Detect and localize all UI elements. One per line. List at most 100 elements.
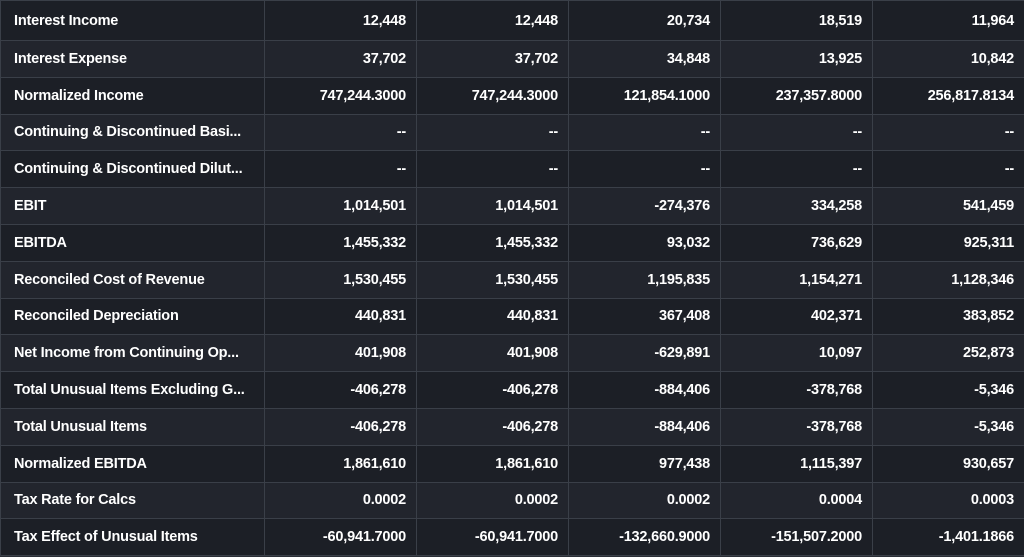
- value-cell: 20,734: [568, 0, 721, 41]
- row-label: Interest Income: [0, 0, 265, 41]
- row-label: Continuing & Discontinued Dilut...: [0, 150, 265, 189]
- value-cell: -60,941.7000: [264, 518, 417, 557]
- value-cell: 1,530,455: [264, 260, 417, 299]
- value-cell: -378,768: [720, 371, 873, 409]
- table-row[interactable]: Interest Income 12,448 12,448 20,734 18,519 1…: [0, 0, 1024, 41]
- value-cell: 383,852: [872, 297, 1024, 336]
- value-cell: --: [720, 150, 873, 189]
- value-cell: 1,455,332: [264, 223, 417, 262]
- table-row[interactable]: EBITDA 1,455,332 1,455,332 93,032 736,629 925…: [0, 223, 1024, 262]
- table-row[interactable]: Reconciled Cost of Revenue 1,530,455 1,530…: [0, 260, 1024, 299]
- value-cell: 10,097: [720, 334, 873, 373]
- table-row[interactable]: Total Unusual Items -406,278 -406,278 -884,…: [0, 407, 1024, 446]
- value-cell: 1,014,501: [416, 187, 569, 225]
- value-cell: 541,459: [872, 187, 1024, 225]
- value-cell: --: [872, 150, 1024, 189]
- value-cell: 334,258: [720, 187, 873, 225]
- value-cell: 10,842: [872, 40, 1024, 78]
- row-label: Reconciled Cost of Revenue: [0, 260, 265, 299]
- value-cell: 0.0003: [872, 481, 1024, 520]
- table-row[interactable]: EBIT 1,014,501 1,014,501 -274,376 334,258 541…: [0, 187, 1024, 225]
- value-cell: 367,408: [568, 297, 721, 336]
- value-cell: 440,831: [416, 297, 569, 336]
- table-row[interactable]: Normalized Income 747,244.3000 747,244.300…: [0, 76, 1024, 115]
- value-cell: 11,964: [872, 0, 1024, 41]
- value-cell: 736,629: [720, 223, 873, 262]
- table-row[interactable]: Continuing & Discontinued Basi... -- -- -- -…: [0, 113, 1024, 152]
- value-cell: 1,115,397: [720, 444, 873, 483]
- value-cell: -60,941.7000: [416, 518, 569, 557]
- row-label: Normalized Income: [0, 76, 265, 115]
- value-cell: 1,195,835: [568, 260, 721, 299]
- value-cell: --: [872, 113, 1024, 152]
- value-cell: 401,908: [264, 334, 417, 373]
- value-cell: 0.0002: [416, 481, 569, 520]
- value-cell: -629,891: [568, 334, 721, 373]
- value-cell: 747,244.3000: [416, 76, 569, 115]
- row-label: Tax Effect of Unusual Items: [0, 518, 265, 557]
- value-cell: 0.0004: [720, 481, 873, 520]
- value-cell: 18,519: [720, 0, 873, 41]
- value-cell: 925,311: [872, 223, 1024, 262]
- value-cell: 121,854.1000: [568, 76, 721, 115]
- value-cell: 34,848: [568, 40, 721, 78]
- value-cell: 93,032: [568, 223, 721, 262]
- value-cell: -151,507.2000: [720, 518, 873, 557]
- value-cell: 12,448: [264, 0, 417, 41]
- value-cell: 252,873: [872, 334, 1024, 373]
- value-cell: 440,831: [264, 297, 417, 336]
- value-cell: --: [568, 150, 721, 189]
- row-label: Total Unusual Items Excluding G...: [0, 371, 265, 409]
- value-cell: 1,154,271: [720, 260, 873, 299]
- row-label: EBITDA: [0, 223, 265, 262]
- value-cell: -5,346: [872, 407, 1024, 446]
- row-label: Interest Expense: [0, 40, 265, 78]
- value-cell: -406,278: [416, 407, 569, 446]
- value-cell: 1,861,610: [416, 444, 569, 483]
- value-cell: -884,406: [568, 407, 721, 446]
- value-cell: 1,455,332: [416, 223, 569, 262]
- table-row[interactable]: Continuing & Discontinued Dilut... -- -- --…: [0, 150, 1024, 189]
- row-label: Tax Rate for Calcs: [0, 481, 265, 520]
- row-label: Reconciled Depreciation: [0, 297, 265, 336]
- value-cell: 402,371: [720, 297, 873, 336]
- value-cell: 12,448: [416, 0, 569, 41]
- row-label: Total Unusual Items: [0, 407, 265, 446]
- value-cell: 37,702: [416, 40, 569, 78]
- value-cell: 747,244.3000: [264, 76, 417, 115]
- value-cell: -5,346: [872, 371, 1024, 409]
- value-cell: -406,278: [264, 407, 417, 446]
- value-cell: 256,817.8134: [872, 76, 1024, 115]
- value-cell: 0.0002: [264, 481, 417, 520]
- value-cell: 1,128,346: [872, 260, 1024, 299]
- table-row[interactable]: Net Income from Continuing Op... 401,908 4…: [0, 334, 1024, 373]
- table-row[interactable]: Interest Expense 37,702 37,702 34,848 13,925…: [0, 40, 1024, 78]
- value-cell: 1,861,610: [264, 444, 417, 483]
- value-cell: 977,438: [568, 444, 721, 483]
- table-row[interactable]: Total Unusual Items Excluding G... -406,2…: [0, 371, 1024, 409]
- value-cell: -884,406: [568, 371, 721, 409]
- row-label: Normalized EBITDA: [0, 444, 265, 483]
- value-cell: 37,702: [264, 40, 417, 78]
- row-label: EBIT: [0, 187, 265, 225]
- value-cell: 1,530,455: [416, 260, 569, 299]
- table-row[interactable]: Tax Effect of Unusual Items -60,941.7000-…: [0, 518, 1024, 557]
- value-cell: -132,660.9000: [568, 518, 721, 557]
- value-cell: --: [264, 113, 417, 152]
- value-cell: 13,925: [720, 40, 873, 78]
- value-cell: 0.0002: [568, 481, 721, 520]
- value-cell: 1,014,501: [264, 187, 417, 225]
- row-label: Net Income from Continuing Op...: [0, 334, 265, 373]
- value-cell: --: [720, 113, 873, 152]
- value-cell: 930,657: [872, 444, 1024, 483]
- value-cell: -274,376: [568, 187, 721, 225]
- value-cell: --: [416, 150, 569, 189]
- table-row[interactable]: Reconciled Depreciation 440,831 440,831 367…: [0, 297, 1024, 336]
- table-row[interactable]: Normalized EBITDA 1,861,610 1,861,610 977,4…: [0, 444, 1024, 483]
- table-row[interactable]: Tax Rate for Calcs 0.0002 0.0002 0.0002 0.00…: [0, 481, 1024, 520]
- value-cell: -378,768: [720, 407, 873, 446]
- value-cell: 237,357.8000: [720, 76, 873, 115]
